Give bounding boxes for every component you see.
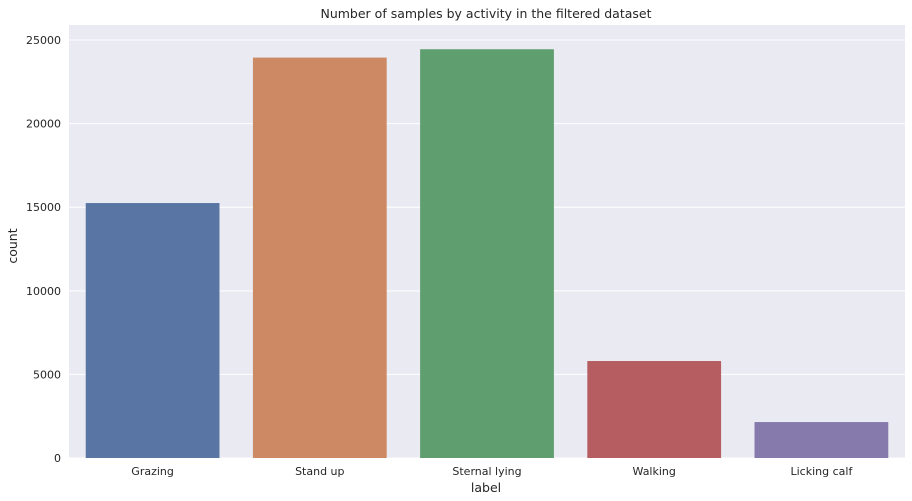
x-axis-label: label xyxy=(471,480,501,495)
bar-stand-up xyxy=(252,57,387,458)
x-tick-label: Grazing xyxy=(131,465,174,478)
x-tick-label: Stand up xyxy=(295,465,344,478)
y-tick-label: 25000 xyxy=(26,34,61,47)
y-axis-ticks: 0 5000 10000 15000 20000 25000 xyxy=(26,34,61,465)
x-tick-label: Licking calf xyxy=(790,465,853,478)
bar-grazing xyxy=(85,203,220,458)
x-axis-ticks: Grazing Stand up Sternal lying Walking Licki… xyxy=(131,465,853,478)
y-tick-label: 20000 xyxy=(26,118,61,131)
y-tick-label: 15000 xyxy=(26,201,61,214)
y-tick-label: 0 xyxy=(54,452,61,465)
y-axis-label: count xyxy=(5,228,20,263)
chart-title: Number of samples by activity in the fil… xyxy=(320,6,651,21)
bar-licking-calf xyxy=(754,422,889,458)
y-tick-label: 5000 xyxy=(33,368,61,381)
x-tick-label: Walking xyxy=(633,465,676,478)
bars xyxy=(85,49,889,459)
x-tick-label: Sternal lying xyxy=(452,465,521,478)
bar-walking xyxy=(587,361,722,458)
bar-sternal-lying xyxy=(420,49,554,459)
y-tick-label: 10000 xyxy=(26,285,61,298)
